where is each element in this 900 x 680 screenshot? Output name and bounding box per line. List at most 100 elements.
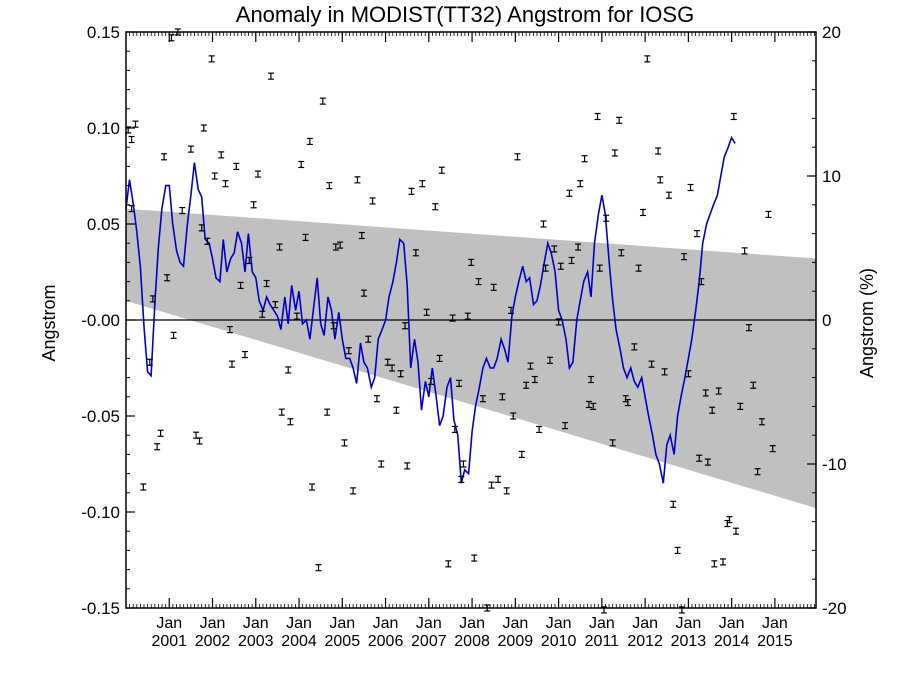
data-point	[393, 406, 400, 414]
data-point	[687, 183, 694, 192]
data-point	[508, 306, 515, 314]
y-tick-label: -0.10	[81, 503, 120, 522]
data-point	[674, 546, 681, 555]
data-point	[449, 314, 456, 322]
y2-tick-label: 10	[822, 167, 841, 186]
data-point	[263, 279, 270, 288]
data-point	[685, 370, 692, 378]
y-axis-label: Angstrom	[39, 284, 59, 361]
data-point	[603, 214, 610, 222]
data-point	[542, 264, 549, 272]
x-tick-label: Jan	[329, 615, 355, 632]
x-tick-label: Jan	[156, 615, 182, 632]
data-point	[665, 191, 672, 199]
data-point	[661, 368, 668, 376]
data-point	[562, 422, 569, 430]
data-point	[354, 176, 361, 184]
data-point	[648, 360, 655, 368]
data-point	[551, 245, 558, 253]
data-point	[536, 425, 543, 434]
data-point	[306, 137, 313, 146]
data-point	[404, 462, 411, 470]
data-point	[278, 408, 285, 416]
data-point	[332, 243, 339, 251]
y-tick-label: -0.05	[81, 407, 120, 426]
data-point	[510, 412, 517, 420]
data-point	[557, 262, 564, 270]
data-point	[337, 241, 344, 249]
data-point	[479, 395, 486, 403]
data-point	[360, 289, 367, 297]
data-point	[179, 206, 186, 215]
data-point	[635, 264, 642, 272]
x-tick-label: Jan	[200, 615, 226, 632]
data-point	[503, 487, 510, 495]
data-point	[154, 443, 161, 451]
x-tick-year-label: 2001	[151, 633, 187, 650]
data-point	[319, 97, 326, 105]
data-point	[250, 201, 257, 209]
data-point	[639, 208, 646, 217]
data-point	[222, 180, 229, 188]
data-point	[460, 460, 467, 468]
data-point	[475, 278, 482, 286]
data-point	[732, 527, 739, 535]
data-point	[704, 458, 711, 466]
data-point	[655, 147, 662, 155]
data-point	[616, 116, 623, 124]
data-point	[568, 256, 575, 265]
data-point	[499, 393, 506, 401]
data-point	[769, 445, 776, 453]
x-tick-year-label: 2006	[368, 633, 404, 650]
data-point	[618, 249, 625, 257]
data-point	[389, 364, 396, 372]
data-point	[490, 283, 497, 291]
x-tick-year-label: 2015	[757, 633, 793, 650]
data-point	[187, 145, 194, 153]
data-point	[345, 347, 352, 355]
data-point	[577, 180, 584, 188]
data-point	[149, 295, 156, 303]
data-point	[758, 418, 765, 426]
data-point	[436, 354, 443, 362]
data-point	[696, 454, 703, 462]
x-tick-year-label: 2007	[411, 633, 447, 650]
data-point	[681, 253, 688, 261]
data-point	[226, 326, 233, 334]
data-point	[657, 176, 664, 184]
data-point	[531, 375, 538, 384]
data-point	[341, 439, 348, 447]
x-tick-label: Jan	[762, 615, 788, 632]
x-tick-label: Jan	[373, 615, 399, 632]
data-point	[293, 312, 300, 320]
x-tick-label: Jan	[243, 615, 269, 632]
x-tick-label: Jan	[502, 615, 528, 632]
data-point	[464, 312, 471, 320]
data-point	[164, 274, 171, 282]
data-point	[326, 182, 333, 190]
y2-tick-label: -10	[822, 455, 847, 474]
data-point	[246, 256, 253, 265]
y-tick-label: 0.15	[87, 23, 120, 42]
x-tick-label: Jan	[632, 615, 658, 632]
data-point	[408, 187, 415, 195]
data-point	[128, 135, 135, 144]
data-point	[350, 487, 357, 495]
data-point	[726, 516, 733, 524]
data-point	[624, 398, 631, 407]
data-point	[302, 233, 309, 242]
data-point	[471, 554, 478, 562]
x-tick-label: Jan	[719, 615, 745, 632]
x-tick-year-label: 2013	[671, 633, 707, 650]
data-point	[298, 160, 305, 169]
y2-tick-label: 20	[822, 23, 841, 42]
x-tick-year-label: 2005	[325, 633, 361, 650]
data-point	[267, 72, 274, 80]
data-point	[170, 331, 177, 339]
data-point	[495, 475, 502, 483]
data-point	[211, 172, 218, 180]
data-point	[285, 366, 292, 374]
data-point	[594, 112, 601, 121]
axes-layer: 0.150.100.05-0.00-0.05-0.10-0.1520100-10…	[81, 23, 846, 650]
data-point	[161, 153, 168, 161]
